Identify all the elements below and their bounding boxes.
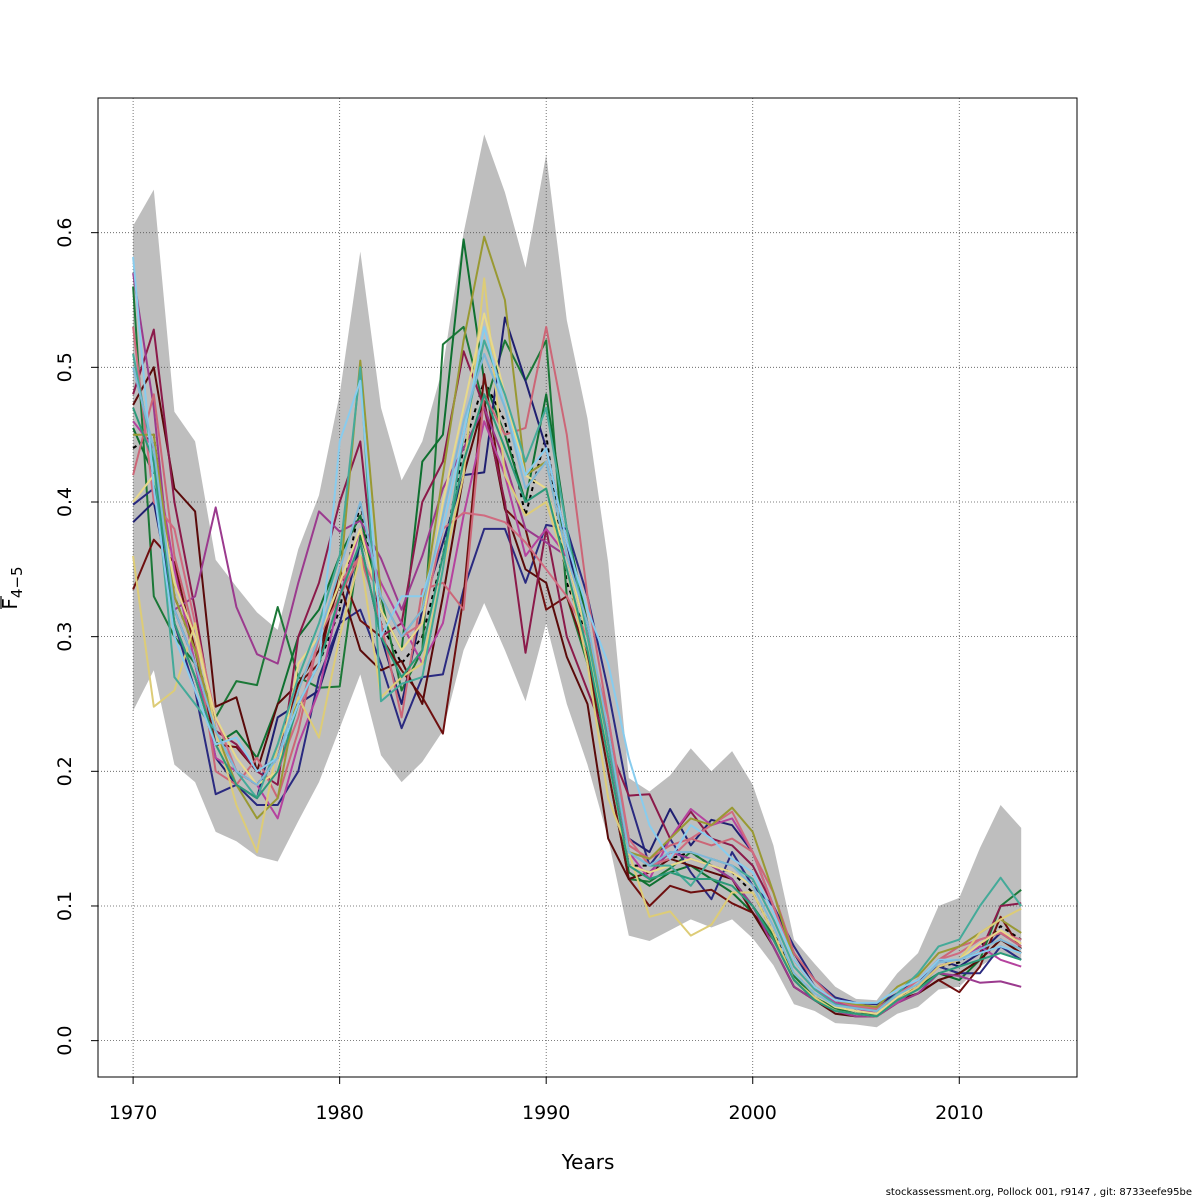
y-tick-label: 0.3 bbox=[54, 622, 76, 652]
x-tick-label: 1970 bbox=[109, 1102, 157, 1124]
y-tick-label: 0.6 bbox=[54, 218, 76, 248]
series-line-retro-16 bbox=[132, 393, 1022, 1018]
y-tick-label: 0.4 bbox=[54, 487, 76, 517]
x-tick-label: 2010 bbox=[935, 1102, 983, 1124]
series-layer bbox=[132, 235, 1023, 1018]
series-line-retro-14 bbox=[132, 312, 1022, 1015]
series-line-retro-10 bbox=[132, 325, 1022, 1011]
y-axis-title: F4−5 bbox=[0, 566, 26, 609]
plot-frame bbox=[97, 97, 1078, 1078]
x-tick-label: 1990 bbox=[522, 1102, 570, 1124]
y-tick-label: 0.0 bbox=[54, 1026, 76, 1056]
y-tick-label: 0.1 bbox=[54, 891, 76, 921]
axis-layer: 1970 1980 1990 2000 2010 0.0 0.1 0.2 0.3 0.4 0.5 0.… bbox=[54, 218, 983, 1124]
y-tick-label: 0.2 bbox=[54, 756, 76, 786]
x-axis-title: Years bbox=[561, 1150, 615, 1174]
y-tick-label: 0.5 bbox=[54, 352, 76, 382]
series-line-retro-18 bbox=[132, 352, 1022, 1012]
x-tick-label: 1980 bbox=[315, 1102, 363, 1124]
footer-credit: stockassessment.org, Pollock 001, r9147 … bbox=[885, 1187, 1192, 1198]
x-tick-label: 2000 bbox=[729, 1102, 777, 1124]
series-line-retro-3 bbox=[132, 487, 1022, 1006]
y-axis-title-subscript: 4−5 bbox=[8, 566, 26, 598]
svg-text:F4−5: F4−5 bbox=[0, 566, 26, 609]
y-axis-title-main: F bbox=[0, 598, 22, 610]
